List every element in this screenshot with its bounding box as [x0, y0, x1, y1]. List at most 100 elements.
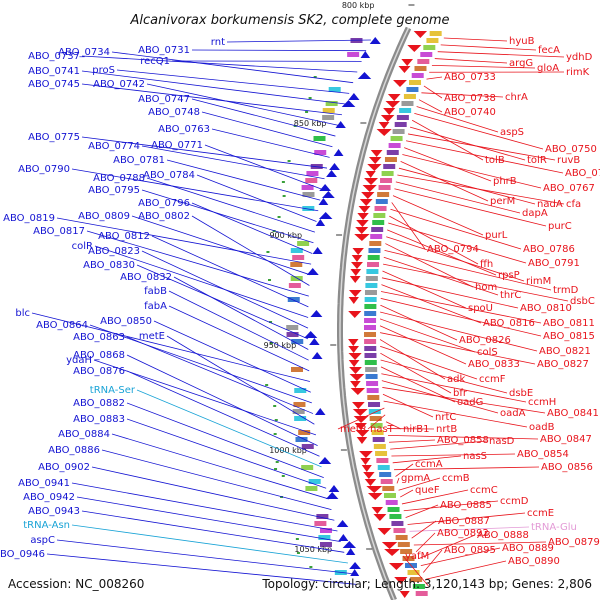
forward-gene-arrow	[348, 346, 359, 353]
gene-label-ydah: ydaH	[66, 355, 92, 366]
gene-label-abo_0741: ABO_0741	[28, 66, 80, 77]
label-connector	[386, 236, 525, 282]
category-block	[302, 206, 315, 211]
category-block	[388, 143, 401, 148]
gene-label-asps: aspS	[500, 127, 524, 138]
label-connector	[403, 500, 499, 512]
label-connector	[151, 235, 309, 308]
forward-gene-arrow	[364, 479, 377, 486]
label-connector	[381, 284, 482, 324]
label-connector	[415, 532, 436, 553]
gc-mark	[273, 433, 277, 435]
gene-label-abo_0750: ABO_0750	[545, 144, 597, 155]
label-connector	[86, 230, 309, 297]
label-connector	[389, 215, 479, 265]
gene-label-adk: adk	[447, 374, 465, 385]
gene-label-abo_0731: ABO_0731	[138, 45, 190, 56]
gene-label-trna-asn: tRNA-Asn	[23, 520, 70, 531]
label-connector	[141, 145, 325, 180]
gene-label-abo_0809: ABO_0809	[78, 211, 130, 222]
gene-label-abo_0889: ABO_0889	[502, 543, 554, 554]
category-block	[364, 297, 377, 302]
label-connector	[394, 188, 547, 227]
forward-gene-arrow	[381, 542, 398, 549]
gene-label-hom: hom	[475, 282, 497, 293]
label-connector	[381, 277, 519, 309]
label-connector	[398, 167, 536, 205]
forward-gene-arrow	[348, 311, 362, 318]
forward-gene-arrow	[383, 108, 396, 115]
category-block	[347, 52, 360, 57]
forward-gene-arrow	[413, 31, 428, 38]
category-block	[368, 248, 381, 253]
gene-label-purc: purC	[548, 221, 572, 232]
gene-label-abo_0850: ABO_0850	[100, 316, 152, 327]
gene-label-trmd: trmD	[553, 285, 579, 296]
label-connector	[211, 128, 330, 158]
reverse-gene-arrow	[333, 149, 344, 156]
category-block	[294, 388, 307, 393]
forward-gene-arrow	[370, 150, 383, 157]
label-connector	[201, 111, 333, 148]
category-block	[364, 353, 377, 358]
category-block	[366, 388, 379, 393]
gene-label-nada: nadA	[537, 199, 563, 210]
category-block	[314, 150, 327, 155]
gene-label-phrb: phrB	[493, 176, 517, 187]
label-connector	[71, 482, 338, 532]
label-connector	[81, 70, 346, 105]
category-block	[372, 220, 385, 225]
label-connector	[168, 290, 309, 361]
category-block	[319, 528, 332, 533]
gene-label-gloa: gloA	[537, 63, 559, 74]
gene-label-hyub: hyuB	[509, 36, 535, 47]
category-block	[379, 472, 392, 477]
label-connector	[56, 539, 352, 575]
label-connector	[380, 359, 508, 394]
label-connector	[391, 202, 426, 250]
forward-gene-arrow	[354, 423, 367, 430]
gene-label-abo_0760: ABO_0760	[565, 168, 600, 179]
forward-gene-arrow	[393, 80, 407, 87]
category-block	[365, 367, 378, 372]
category-block	[318, 535, 331, 540]
gene-label-spou: spoU	[468, 303, 493, 314]
label-connector	[153, 320, 311, 393]
gene-label-abo_0790: ABO_0790	[18, 164, 70, 175]
forward-gene-arrow	[407, 45, 422, 52]
category-block	[301, 465, 314, 470]
genome-backbone	[337, 26, 412, 600]
gc-mark	[275, 461, 279, 463]
category-block	[395, 535, 408, 540]
label-connector	[337, 407, 385, 430]
reverse-gene-arrow	[314, 408, 326, 415]
gene-label-abo_0827: ABO_0827	[537, 359, 589, 370]
forward-gene-arrow	[355, 430, 370, 437]
label-connector	[136, 389, 322, 468]
gene-label-abo_0775: ABO_0775	[28, 132, 80, 143]
forward-gene-arrow	[354, 234, 370, 241]
label-connector	[396, 477, 400, 484]
category-block	[393, 528, 406, 533]
category-block	[364, 290, 377, 295]
category-block	[365, 374, 378, 379]
category-block	[377, 192, 390, 197]
gene-label-ffh: ffh	[480, 259, 493, 270]
label-connector	[89, 324, 312, 404]
label-connector	[395, 181, 521, 214]
category-block	[420, 52, 433, 57]
category-block	[297, 241, 310, 246]
forward-gene-arrow	[366, 486, 383, 493]
category-block	[364, 360, 377, 365]
label-connector	[392, 195, 484, 236]
forward-gene-arrow	[353, 416, 369, 423]
gene-label-nasd: nasD	[489, 436, 515, 447]
gene-label-ccmb: ccmB	[442, 473, 470, 484]
gene-label-bfr: bfr	[453, 388, 468, 399]
label-connector	[405, 140, 564, 174]
category-block	[402, 556, 415, 561]
label-connector	[383, 256, 499, 296]
reverse-gene-arrow	[304, 331, 318, 338]
backbone-highlight	[339, 27, 410, 600]
forward-gene-arrow	[358, 206, 371, 213]
